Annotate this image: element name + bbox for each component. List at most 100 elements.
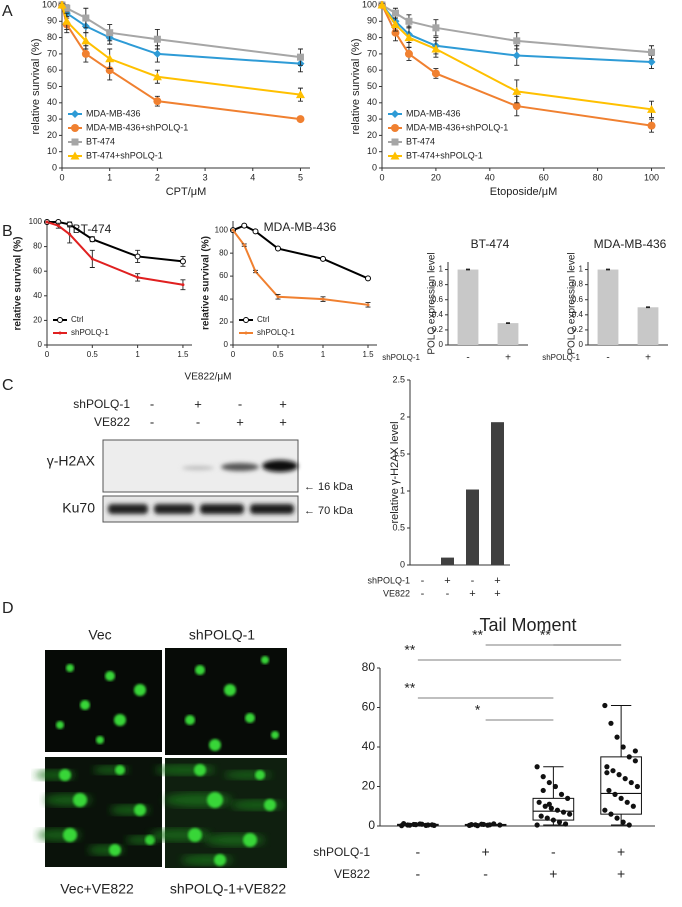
comet-head (271, 731, 279, 739)
marker (391, 124, 399, 132)
comet-head (195, 665, 205, 675)
blot (102, 439, 299, 523)
condition-label: shPOLQ-1 (73, 397, 130, 411)
x-tick-label: 1 (107, 172, 112, 182)
y-tick-label: 1.5 (392, 448, 405, 458)
data-point (548, 805, 554, 811)
error-bar (646, 306, 650, 309)
band-label: γ-H2AX (47, 453, 96, 469)
comet-head (188, 828, 202, 842)
marker (647, 58, 656, 67)
y-tick-label: 20 (219, 317, 228, 326)
condition-sign: + (617, 866, 625, 882)
panel-label: A (2, 3, 13, 20)
y-tick-label: 0.4 (572, 310, 584, 319)
marker (63, 4, 71, 12)
marker (57, 0, 67, 9)
data-point (536, 799, 542, 805)
condition-label: shPOLQ-1 (313, 845, 370, 859)
data-point (604, 764, 610, 770)
data-point (419, 821, 425, 827)
condition-sign: + (549, 866, 557, 882)
x-tick-label: 0 (59, 172, 64, 182)
chart-title: BT-474 (471, 237, 510, 251)
y-tick-label: 80 (219, 248, 228, 257)
y-tick-label: 0 (52, 162, 57, 172)
band (182, 466, 214, 470)
data-point (474, 823, 481, 829)
comet-head (264, 799, 276, 811)
comet-head (56, 721, 64, 729)
data-point (632, 758, 638, 764)
significance-label: ** (540, 627, 551, 643)
series-line (61, 4, 301, 65)
x-tick-label: 0 (231, 350, 236, 359)
marker (90, 257, 94, 261)
marker (296, 53, 304, 61)
comet-head (134, 804, 146, 816)
band (262, 460, 298, 472)
y-tick-label: 60 (367, 65, 377, 75)
marker (71, 124, 79, 132)
data-point (431, 822, 437, 829)
marker (153, 97, 162, 106)
comet-head (214, 854, 226, 866)
data-point (602, 702, 608, 709)
comet-head (96, 736, 104, 744)
marker (377, 0, 387, 9)
marker (296, 115, 305, 124)
y-tick-label: 0.6 (432, 295, 444, 304)
error-bar (606, 268, 610, 271)
condition-sign: + (494, 588, 500, 600)
x-tick-label: 1.5 (362, 350, 374, 359)
y-tick-label: 80 (362, 660, 376, 674)
data-point (614, 815, 620, 821)
comet-head (114, 714, 126, 726)
y-tick-label: 80 (33, 242, 42, 251)
x-tick-label: 100 (644, 172, 659, 182)
legend-label: BT-474 (406, 136, 435, 146)
condition-sign: + (279, 414, 287, 429)
y-tick-label: 50 (367, 81, 377, 91)
marker (45, 220, 49, 224)
comet-head (185, 715, 195, 725)
data-point (560, 809, 567, 815)
panel-label: D (2, 600, 14, 617)
data-point (546, 801, 552, 807)
comet-head (80, 700, 90, 710)
y-tick-label: 60 (362, 700, 376, 714)
data-point (628, 779, 634, 786)
data-point (497, 822, 503, 828)
marker (105, 54, 115, 63)
marker (153, 35, 161, 43)
marker (68, 232, 72, 236)
y-tick-label: 10 (47, 146, 57, 156)
bar (637, 307, 659, 345)
data-point (413, 822, 419, 828)
data-point (401, 821, 407, 827)
y-tick-label: 100 (42, 0, 57, 9)
image-label: Vec (88, 627, 111, 643)
y-tick-label: 80 (367, 32, 377, 42)
band (221, 463, 259, 471)
marker (152, 72, 162, 81)
data-point (552, 783, 559, 790)
marker (56, 224, 60, 228)
series-line (381, 4, 652, 111)
y-tick-label: 2.5 (392, 374, 405, 384)
y-tick-label: 0 (439, 340, 444, 349)
data-point (556, 819, 563, 825)
condition-sign: + (194, 396, 202, 411)
data-point (425, 822, 431, 828)
y-tick-label: 0 (368, 818, 375, 832)
comet-head (194, 764, 206, 776)
y-tick-label: 40 (367, 97, 377, 107)
data-point (624, 799, 630, 805)
marker (295, 90, 305, 99)
marker (647, 121, 656, 130)
y-tick-label: 100 (29, 217, 43, 226)
data-point (565, 795, 571, 801)
condition-sign: + (469, 588, 475, 600)
x-tick-label: 1 (135, 350, 140, 359)
legend-label: shPOLQ-1 (71, 328, 109, 337)
